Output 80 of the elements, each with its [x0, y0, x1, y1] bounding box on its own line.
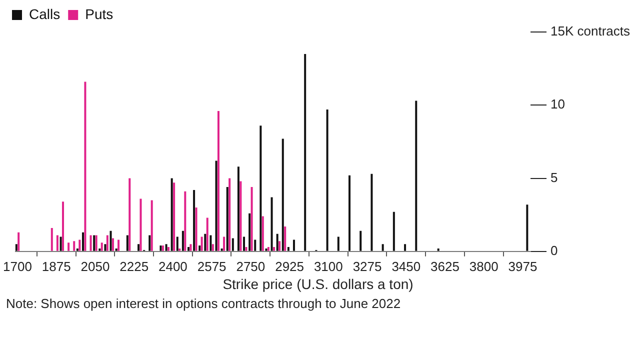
bar [106, 235, 108, 251]
legend-label: Puts [85, 6, 114, 22]
bar [195, 208, 198, 251]
x-tick-label: 2575 [197, 258, 226, 274]
bar [232, 238, 234, 251]
x-tick-label: 1875 [42, 258, 71, 274]
bar [198, 246, 201, 251]
x-tick-label: 3275 [352, 258, 382, 274]
bar [348, 175, 351, 251]
bar [284, 226, 286, 251]
bar [190, 244, 192, 251]
x-tick-label: 3100 [314, 258, 343, 274]
bar [165, 244, 168, 251]
x-tick-label: 2225 [120, 258, 149, 274]
bar [148, 235, 151, 251]
bar [115, 248, 118, 251]
y-tick-label: 10 [550, 96, 565, 112]
bar [184, 191, 186, 251]
bar [73, 241, 76, 251]
bar [140, 198, 142, 251]
bar [176, 236, 178, 251]
bar [226, 187, 228, 251]
x-tick-label: 2750 [236, 258, 266, 274]
x-tick-label: 2400 [158, 258, 188, 274]
bar [56, 235, 58, 251]
bar [187, 247, 190, 251]
x-tick-label: 1700 [3, 258, 32, 274]
x-tick-label: 3625 [430, 258, 460, 274]
bar [118, 240, 120, 251]
bar [254, 240, 256, 251]
bar [220, 248, 223, 251]
bar [78, 240, 81, 251]
x-axis-title: Strike price (U.S. dollars a ton) [222, 276, 414, 292]
bar [223, 236, 226, 251]
bar [260, 126, 262, 251]
bar [437, 248, 440, 251]
bar [337, 236, 340, 251]
y-tick-label: 15K contracts [550, 24, 630, 39]
bar [404, 244, 406, 251]
bar [326, 110, 328, 251]
y-tick-label: 0 [550, 242, 558, 258]
bar [292, 240, 295, 251]
bar [173, 182, 176, 251]
bar [200, 236, 203, 251]
bar [90, 235, 92, 251]
x-tick-label: 2050 [80, 258, 110, 274]
bar [68, 242, 70, 251]
bar [82, 232, 84, 251]
x-tick-label: 3450 [392, 258, 421, 274]
bar [168, 247, 170, 251]
bar [262, 216, 264, 251]
bar [212, 244, 214, 251]
bar [100, 242, 103, 251]
x-tick-label: 2925 [275, 258, 304, 274]
bar [526, 204, 528, 251]
bar [138, 244, 140, 251]
bar [150, 200, 153, 251]
bar [178, 248, 181, 251]
bar [243, 236, 246, 251]
bar [248, 213, 251, 251]
bar [128, 178, 131, 251]
bar [237, 166, 240, 251]
text: Note: Shows open interest in options contracts through to June 2022 [6, 296, 402, 312]
y-tick-label: 5 [550, 170, 558, 185]
bar [304, 54, 306, 251]
bar [215, 160, 218, 251]
bar [104, 244, 106, 251]
x-tick-label: 3975 [508, 258, 538, 274]
bar [415, 100, 418, 251]
bar [60, 236, 62, 251]
bar [245, 247, 248, 251]
bar [278, 241, 281, 251]
bar [250, 187, 253, 251]
bar [282, 138, 284, 251]
legend-label: Calls [29, 6, 60, 22]
bar [210, 235, 212, 251]
bar [84, 82, 86, 251]
bar [272, 247, 275, 251]
bar [270, 197, 273, 251]
x-tick-label: 3800 [469, 258, 498, 274]
